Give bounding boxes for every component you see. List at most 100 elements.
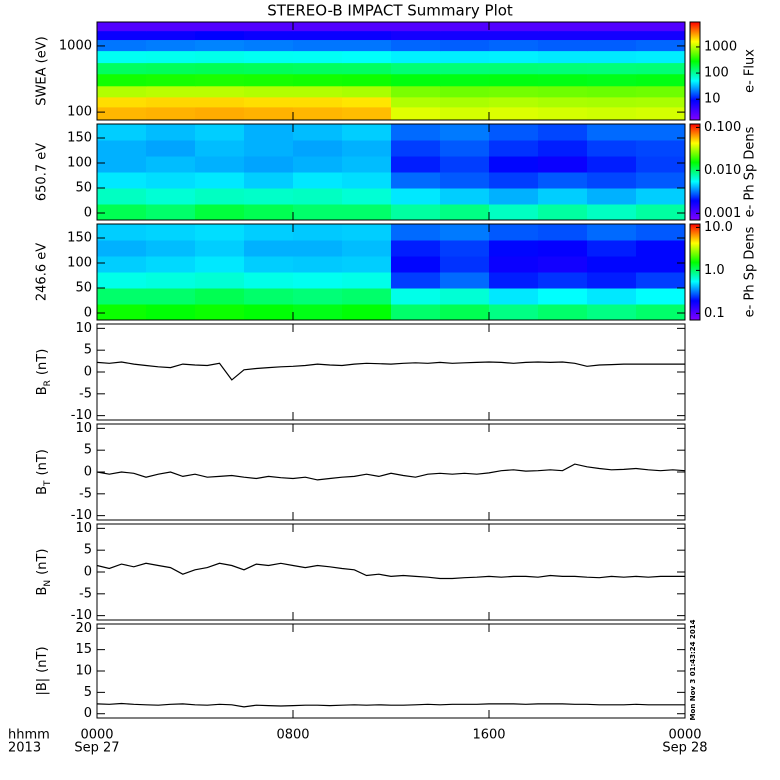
heatmap-cell — [146, 204, 196, 221]
heatmap-cell — [293, 156, 343, 173]
heatmap-cell — [97, 188, 147, 205]
heatmap-cell — [195, 288, 245, 305]
heatmap-cell — [195, 39, 245, 52]
heatmap-cell — [195, 50, 245, 64]
colorbar-tick-label: 0.1 — [704, 306, 725, 321]
heatmap-cell — [195, 62, 245, 75]
data-line — [96, 361, 685, 381]
heatmap-cell — [244, 288, 294, 305]
heatmap-cell — [244, 256, 294, 273]
timestamp: Mon Nov 3 01:43:24 2014 — [689, 619, 697, 720]
heatmap-cell — [538, 124, 588, 141]
heatmap-cell — [195, 172, 245, 189]
heatmap-cell — [440, 30, 490, 41]
heatmap-cell — [440, 256, 490, 273]
heatmap-cell — [489, 188, 539, 205]
colorbar-tick-label: 0.001 — [704, 206, 741, 221]
heatmap-cell — [97, 22, 147, 32]
y-tick-label: -5 — [79, 586, 92, 601]
heatmap-cell — [244, 140, 294, 157]
heatmap-cell — [244, 85, 294, 98]
heatmap-cell — [342, 156, 392, 173]
heatmap-cell — [636, 172, 686, 189]
colorbar — [689, 123, 701, 221]
year-label: 2013 — [8, 741, 41, 756]
heatmap-cell — [538, 188, 588, 205]
heatmap-cell — [636, 240, 686, 257]
heatmap-cell — [440, 224, 490, 241]
y-tick-label: 0 — [84, 565, 92, 580]
heatmap-cell — [146, 30, 196, 41]
heatmap-cell — [97, 50, 147, 64]
heatmap-cell — [97, 288, 147, 305]
heatmap-cell — [146, 288, 196, 305]
y-axis-label-part: (nT) — [35, 646, 50, 672]
y-axis-label-part: B — [35, 486, 50, 495]
heatmap-cell — [538, 304, 588, 321]
heatmap-cell — [195, 140, 245, 157]
heatmap-cell — [391, 304, 441, 321]
heatmap-cell — [440, 272, 490, 289]
colorbar-tick-label: 10 — [704, 92, 721, 107]
heatmap-cell — [440, 156, 490, 173]
heatmap-cell — [440, 96, 490, 108]
data-line — [96, 562, 685, 580]
heatmap-cell — [489, 22, 539, 32]
y-tick-label: 150 — [67, 131, 92, 146]
heatmap-cell — [293, 50, 343, 64]
heatmap-cell — [636, 188, 686, 205]
heatmap-cell — [244, 39, 294, 52]
x-tick-label: 0000 — [668, 728, 701, 743]
heatmap-cell — [195, 30, 245, 41]
colorbar-label: e- Ph Sp Dens — [743, 226, 758, 317]
heatmap-cell — [391, 156, 441, 173]
heatmap-cell — [244, 240, 294, 257]
y-axis-label-part: (nT) — [35, 349, 50, 375]
heatmap-cell — [97, 73, 147, 87]
heatmap-cell — [97, 256, 147, 273]
heatmap-cell — [244, 124, 294, 141]
heatmap-cell — [195, 224, 245, 241]
y-tick-label: -10 — [71, 408, 92, 423]
y-tick-label: 15 — [75, 642, 92, 657]
heatmap-cell — [195, 240, 245, 257]
data-line — [96, 463, 686, 481]
y-tick-label: -5 — [79, 386, 92, 401]
heatmap-cell — [195, 85, 245, 98]
y-tick-label: 1000 — [59, 38, 92, 53]
colorbar-tick-label: 10.0 — [704, 220, 733, 235]
heatmap-cell — [587, 156, 637, 173]
heatmap-cell — [97, 106, 147, 121]
heatmap-cell — [391, 188, 441, 205]
x-tick-label: 0000 — [80, 728, 113, 743]
heatmap-cell — [97, 85, 147, 98]
heatmap-cell — [391, 73, 441, 87]
heatmap-cell — [244, 188, 294, 205]
heatmap-cell — [489, 124, 539, 141]
heatmap-cell — [587, 304, 637, 321]
heatmap-cell — [195, 22, 245, 32]
heatmap-cell — [489, 106, 539, 121]
heatmap-cell — [244, 62, 294, 75]
heatmap-cell — [342, 30, 392, 41]
heatmap-cell — [146, 50, 196, 64]
heatmap-cell — [146, 156, 196, 173]
heatmap-cell — [97, 156, 147, 173]
panel-frame — [96, 123, 686, 221]
y-tick-label: 0 — [84, 365, 92, 380]
heatmap-cell — [293, 272, 343, 289]
heatmap-cell — [391, 62, 441, 75]
heatmap-cell — [146, 39, 196, 52]
colorbar — [689, 223, 701, 321]
y-axis-label: BR (nT) — [35, 349, 53, 396]
heatmap-cell — [538, 140, 588, 157]
heatmap-cell — [293, 30, 343, 41]
heatmap-cell — [195, 156, 245, 173]
heatmap-cell — [293, 124, 343, 141]
colorbar-tick-label: 0.100 — [704, 120, 741, 135]
heatmap-cell — [146, 62, 196, 75]
y-tick-label: -5 — [79, 486, 92, 501]
heatmap-cell — [587, 124, 637, 141]
heatmap-cell — [244, 272, 294, 289]
